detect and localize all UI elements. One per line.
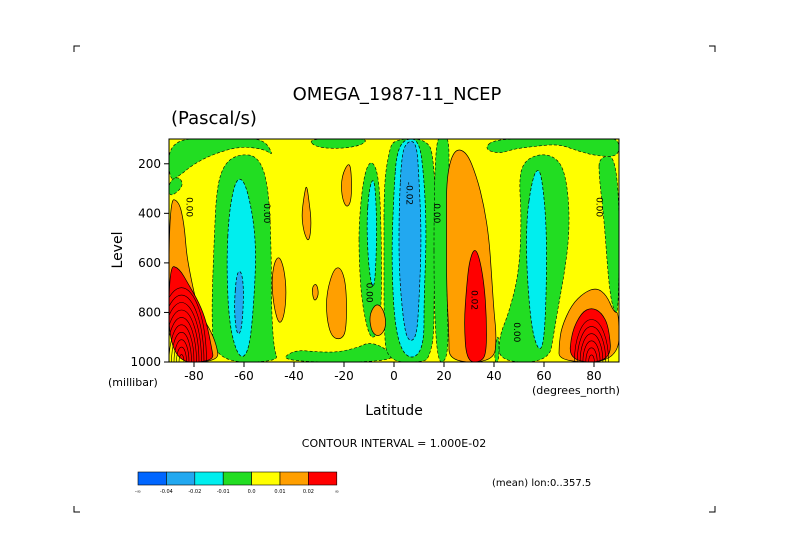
colorbar-label: -0.04 (160, 489, 173, 495)
colorbar-label: -0.02 (188, 489, 201, 495)
chart-subtitle: (Pascal/s) (171, 108, 257, 129)
contour-region-5 (526, 170, 547, 349)
mean-note: (mean) lon:0..357.5 (492, 478, 591, 489)
x-axis-label: Latitude (365, 403, 423, 419)
contour-region-2 (366, 180, 377, 287)
contour-region-0 (226, 178, 256, 357)
contour-region-8 (301, 186, 312, 241)
x-tick-label: -20 (334, 369, 354, 383)
plot-area: 0.00 0.00 0.00 -0.02 0.00 0.02 0.00 0.00 (169, 139, 619, 362)
colorbar-label: -∞ (135, 489, 141, 495)
y-tick-label: 1000 (130, 355, 161, 369)
x-tick-label: -40 (284, 369, 304, 383)
contour-fill-layer (169, 139, 619, 362)
contour-line-0-10 (169, 287, 207, 362)
x-tick-label: 40 (486, 369, 501, 383)
contour-label: 0.00 (364, 283, 374, 303)
contour-interval-text: CONTOUR INTERVAL = 1.000E-02 (302, 437, 486, 450)
y-tick-label: 800 (138, 305, 161, 319)
contour-line-0-3 (173, 339, 190, 362)
colorbar-swatch (251, 471, 281, 486)
contour-region-4 (398, 141, 422, 341)
colorbar-swatch (222, 471, 252, 486)
contour-line-0-7 (169, 309, 200, 362)
contour-label: 0.00 (261, 203, 271, 223)
colorbar-swatch (279, 471, 309, 486)
y-axis-unit: (millibar) (108, 376, 158, 389)
contour-region-10 (312, 284, 319, 301)
x-tick-label: 20 (436, 369, 451, 383)
colorbar-swatch (137, 471, 167, 486)
colorbar-label: -0.01 (217, 489, 230, 495)
y-tick-label: 200 (138, 157, 161, 171)
contour-region-12 (341, 164, 352, 207)
colorbar-swatch (194, 471, 224, 486)
x-tick-label: -60 (234, 369, 254, 383)
y-tick-label: 600 (138, 256, 161, 270)
y-axis: 200 400 600 800 1000 (130, 157, 169, 369)
colorbar: -∞ -0.04 -0.02 -0.01 0.0 0.01 0.02 ∞ (135, 471, 339, 495)
contour-line-1-4 (579, 333, 604, 362)
contour-line-0-8 (169, 302, 202, 362)
colorbar-swatch (308, 471, 338, 486)
contour-region-green-9 (486, 139, 619, 157)
contour-region-green-11 (494, 336, 500, 362)
contour-line-1-6 (574, 319, 609, 362)
colorbar-label: 0.0 (248, 489, 256, 495)
y-tick-label: 400 (138, 206, 161, 220)
contour-line-0-2 (176, 346, 187, 362)
x-tick-label: 0 (390, 369, 398, 383)
contour-region-1 (234, 271, 244, 334)
corner-marks (73, 45, 716, 513)
colorbar-label: 0.01 (274, 489, 285, 495)
contour-region-green-10 (598, 155, 619, 313)
contour-label: 0.00 (594, 197, 604, 217)
contour-region-11 (326, 267, 347, 340)
contour-region-green-5 (169, 177, 183, 196)
x-tick-label: 80 (586, 369, 601, 383)
contour-region-15 (464, 250, 487, 362)
x-axis: -80 -60 -40 -20 0 20 40 60 80 (184, 362, 602, 383)
contour-label: 0.02 (469, 290, 479, 310)
contour-region-green-6 (310, 139, 366, 149)
contour-line-0-1 (178, 354, 185, 362)
contour-region-green-4 (169, 139, 272, 180)
contour-label: -0.02 (404, 182, 414, 205)
x-axis-unit: (degrees_north) (532, 384, 620, 397)
x-tick-label: -80 (184, 369, 204, 383)
contour-label: 0.00 (511, 322, 521, 342)
colorbar-swatch (166, 471, 196, 486)
contour-label-layer: 0.00 0.00 0.00 -0.02 0.00 0.02 0.00 0.00 (184, 182, 604, 343)
y-axis-label: Level (110, 232, 126, 269)
chart-title: OMEGA_1987-11_NCEP (293, 84, 502, 105)
contour-label: 0.00 (184, 197, 194, 217)
colorbar-label: ∞ (335, 489, 339, 495)
x-tick-label: 60 (536, 369, 551, 383)
colorbar-label: 0.02 (303, 489, 314, 495)
contour-region-13 (369, 304, 386, 336)
contour-line-1-5 (576, 326, 607, 362)
contour-region-9 (271, 257, 287, 323)
contour-line-0-9 (169, 294, 205, 362)
contour-label: 0.00 (431, 203, 441, 223)
